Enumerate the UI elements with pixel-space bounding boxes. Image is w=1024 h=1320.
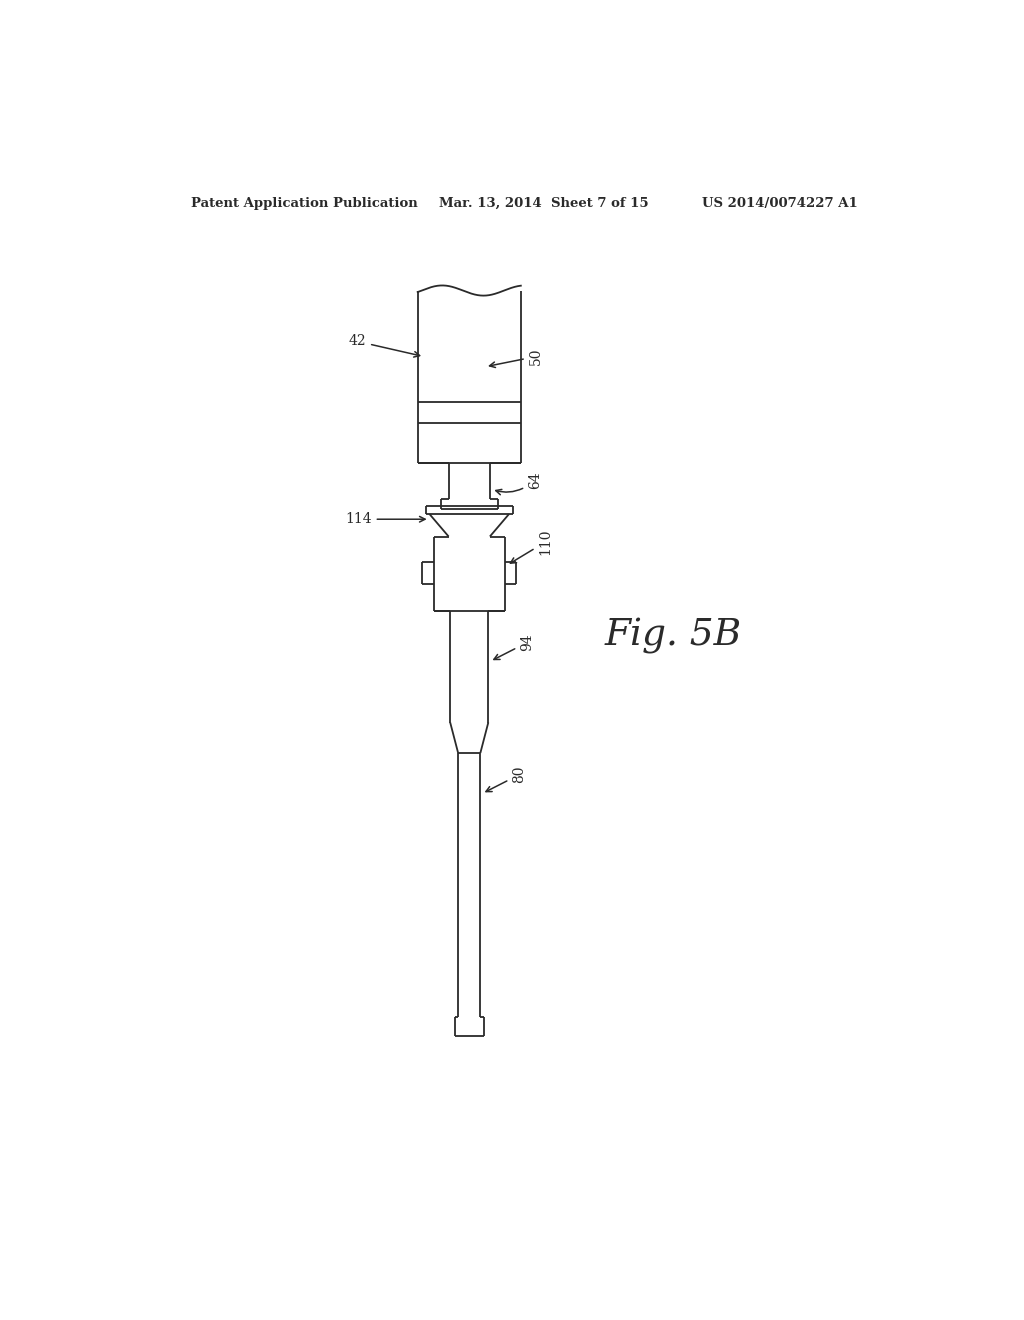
Text: US 2014/0074227 A1: US 2014/0074227 A1 — [702, 197, 858, 210]
Text: Mar. 13, 2014  Sheet 7 of 15: Mar. 13, 2014 Sheet 7 of 15 — [439, 197, 649, 210]
Text: Patent Application Publication: Patent Application Publication — [191, 197, 418, 210]
Text: 80: 80 — [486, 766, 526, 792]
Text: 64: 64 — [496, 471, 542, 495]
Text: 94: 94 — [494, 634, 535, 660]
Text: 114: 114 — [345, 512, 425, 527]
Text: 50: 50 — [489, 348, 543, 367]
Text: 42: 42 — [348, 334, 420, 358]
Text: 110: 110 — [510, 529, 552, 564]
Text: Fig. 5B: Fig. 5B — [604, 618, 741, 655]
